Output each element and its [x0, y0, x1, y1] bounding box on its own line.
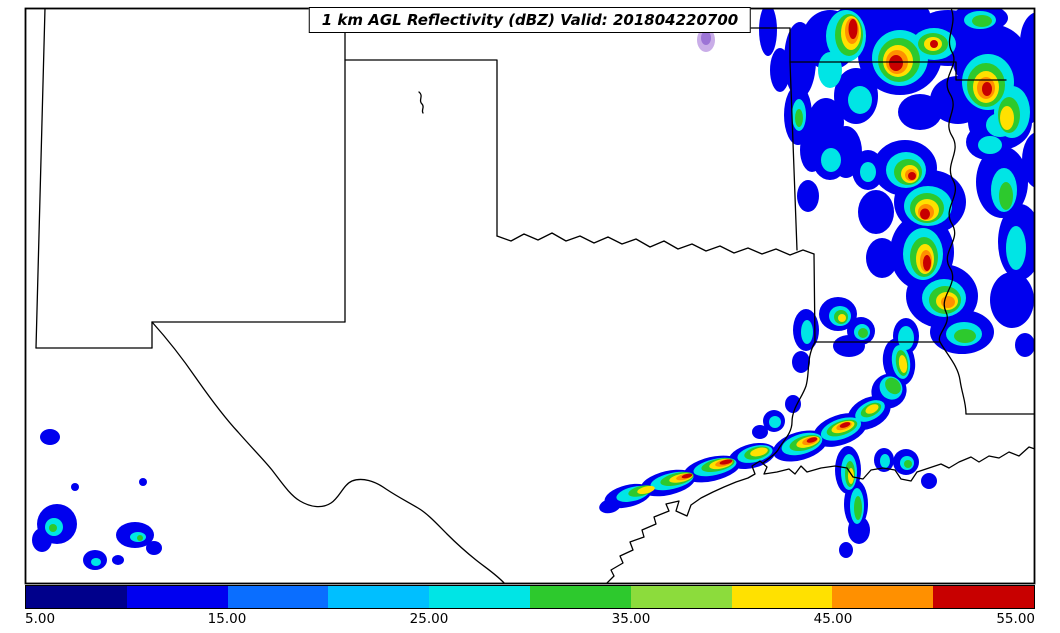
colorbar-segment-35-40dbz	[630, 586, 732, 608]
colorbar-tick-label: 5.00	[25, 611, 56, 627]
border-texas-panhandle	[344, 59, 498, 237]
panhandle-river-squiggle	[418, 91, 424, 114]
colorbar-segment-30-35dbz	[529, 586, 631, 608]
colorbar-ticks: 5.00 15.00 25.00 35.00 45.00 55.00	[0, 611, 1060, 631]
colorbar-tick-label: 35.00	[611, 611, 651, 627]
border-sabine-river	[762, 341, 816, 464]
border-texas-newmexico	[151, 321, 346, 349]
map-frame	[24, 7, 1036, 585]
colorbar-segment-20-25dbz	[328, 586, 430, 608]
echo-layer-red-50-55dbz	[681, 19, 992, 479]
colorbar	[25, 585, 1035, 609]
colorbar-tick-label: 55.00	[996, 611, 1035, 627]
border-new-mexico-west	[35, 9, 46, 349]
state-borders	[35, 9, 1034, 583]
border-missouri-arkansas	[789, 61, 1007, 81]
echo-layer-cyan-20-30dbz	[45, 10, 1030, 566]
echo-weak-purple-cell	[697, 28, 715, 52]
border-red-river	[496, 232, 815, 256]
echo-layer-blue-10-15dbz	[32, 9, 1034, 570]
colorbar-segment-45-50dbz	[832, 586, 934, 608]
colorbar-tick-label: 15.00	[207, 611, 247, 627]
colorbar-segment-15-20dbz	[227, 586, 329, 608]
colorbar-segment-5-10dbz	[26, 586, 127, 608]
colorbar-tick-label: 25.00	[409, 611, 449, 627]
map-title: 1 km AGL Reflectivity (dBZ) Valid: 20180…	[308, 7, 752, 33]
colorbar-segment-25-30dbz	[429, 586, 530, 608]
radar-echoes	[32, 9, 1034, 570]
colorbar-segment-40-45dbz	[731, 586, 833, 608]
border-rio-grande	[151, 321, 505, 583]
colorbar-segment-50-55dbz	[933, 586, 1034, 608]
colorbar-tick-label: 45.00	[813, 611, 853, 627]
border-mississippi-river	[938, 9, 967, 415]
colorbar-segment-10-15dbz	[126, 586, 228, 608]
gulf-coastline	[606, 446, 1034, 583]
